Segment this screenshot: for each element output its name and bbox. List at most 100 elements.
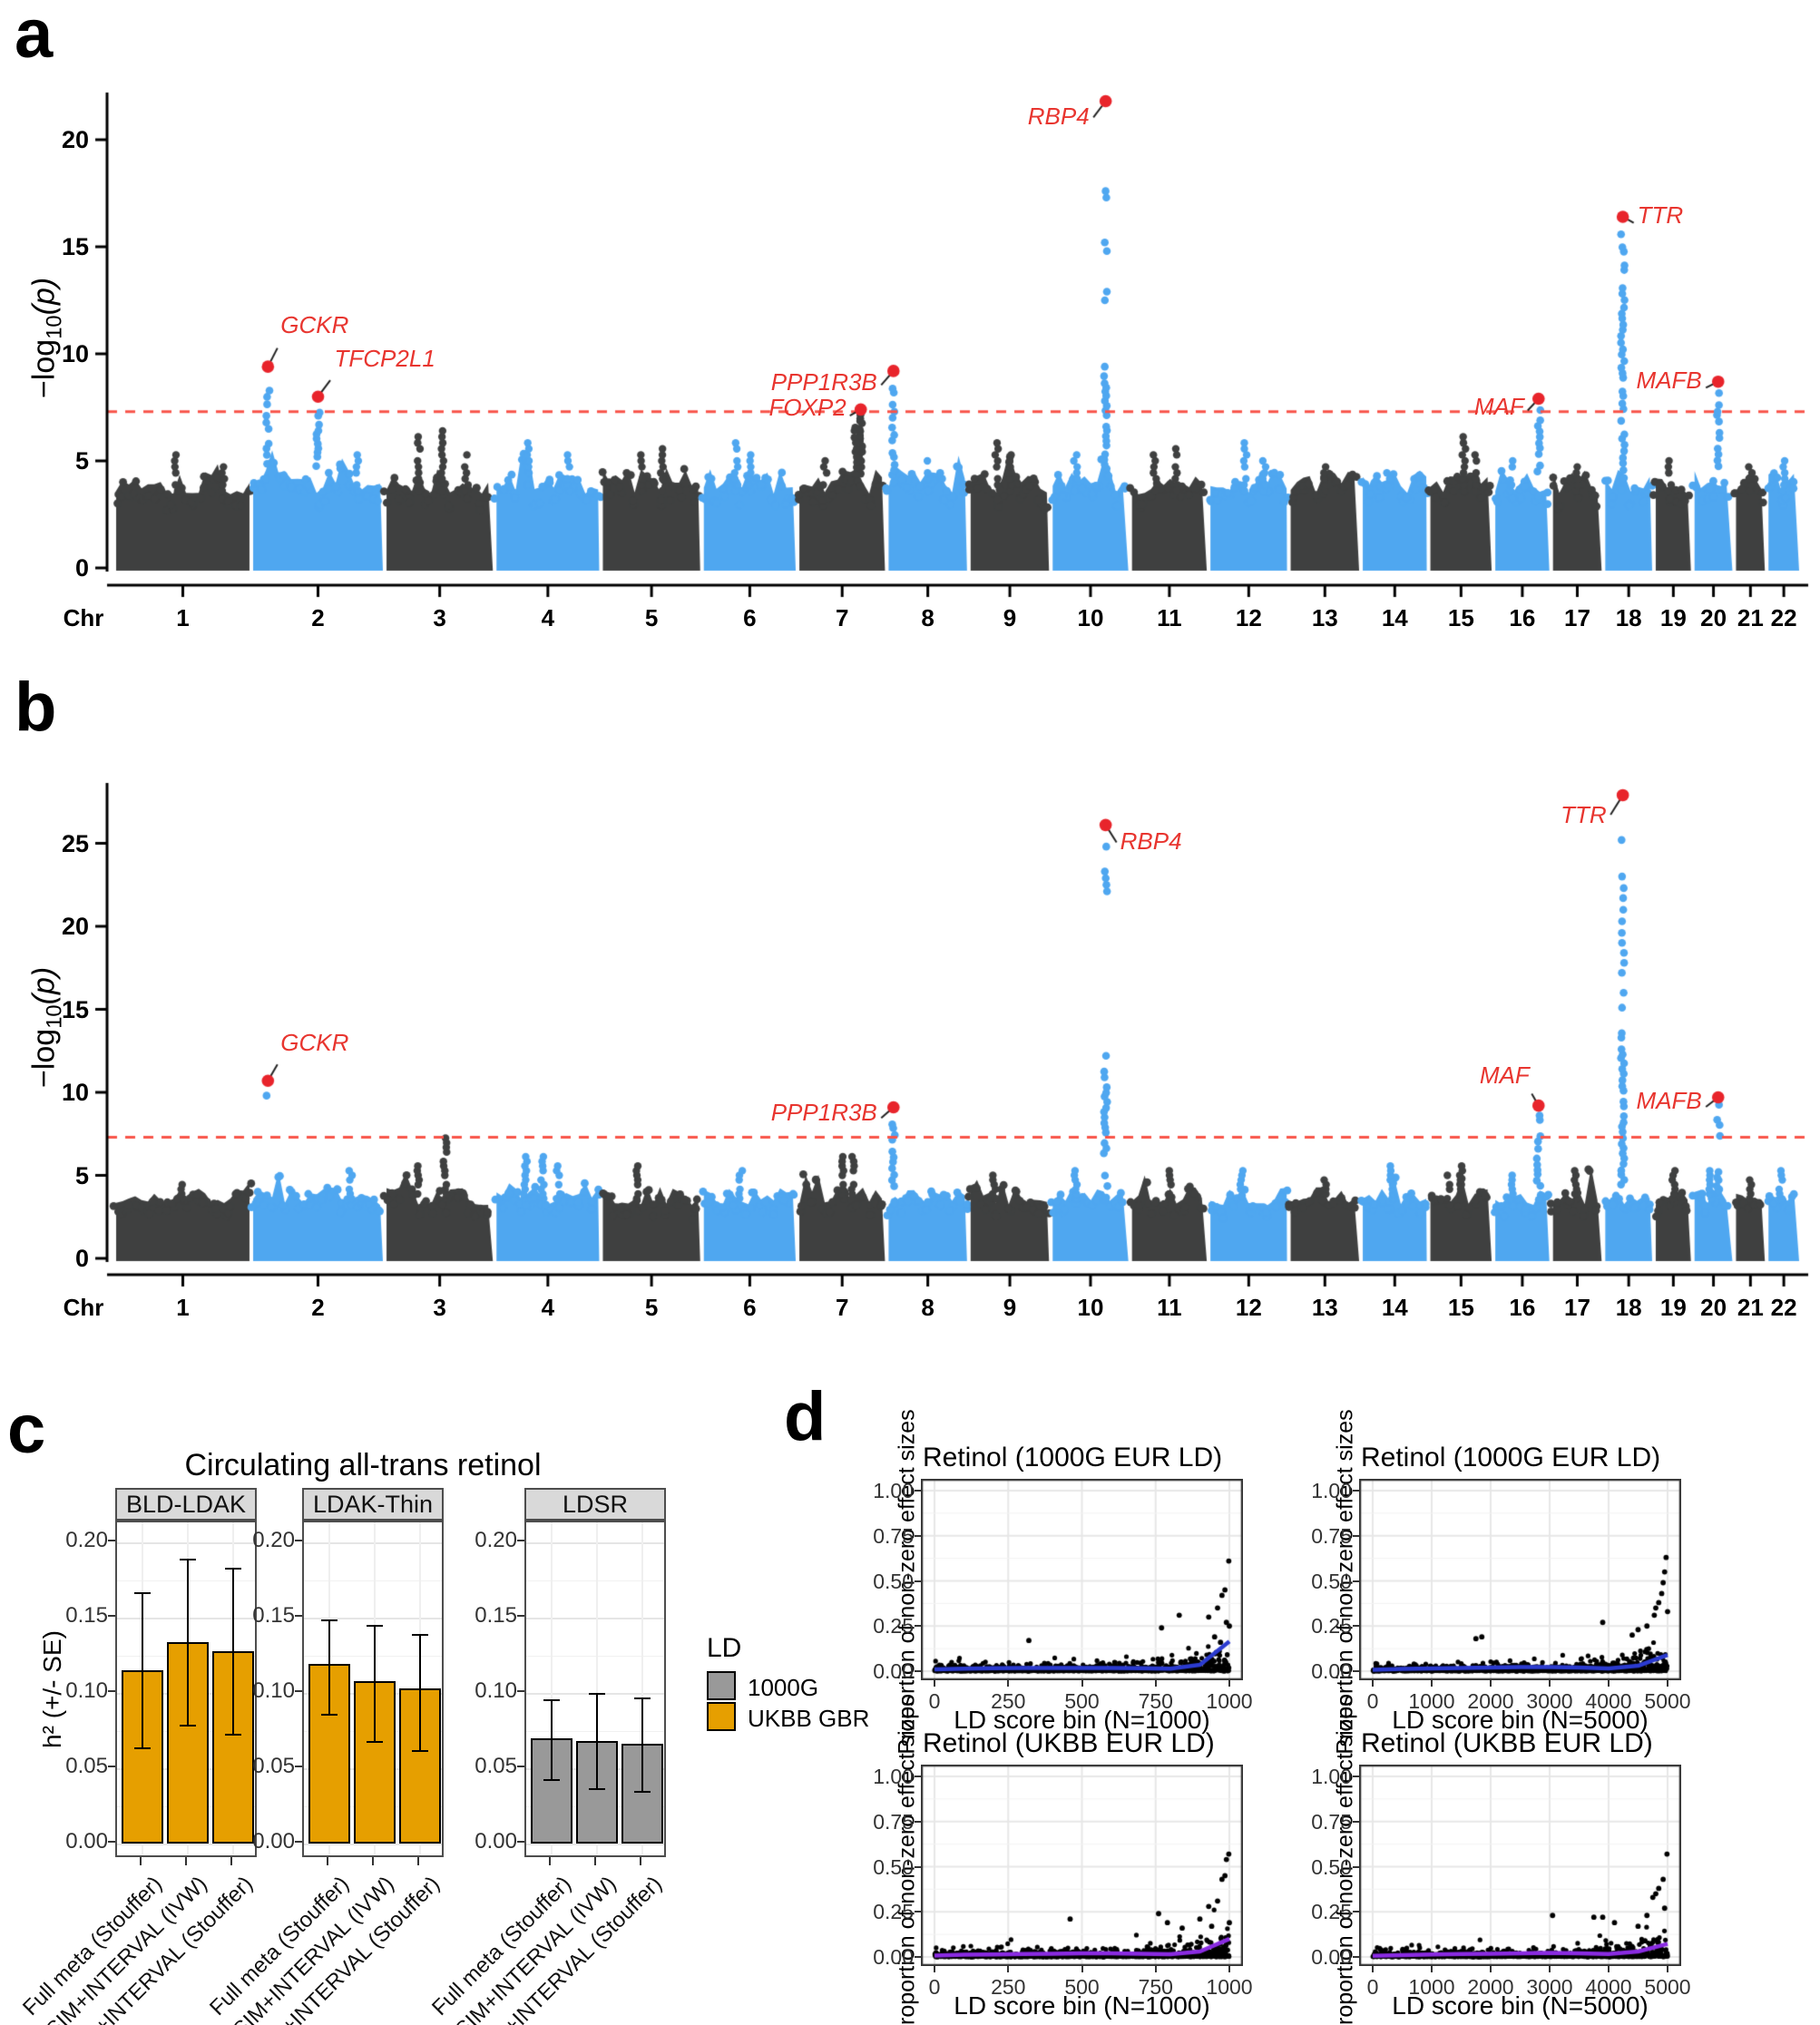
scatter-0-ytick-1: 0.25 (873, 1614, 914, 1639)
errorbar-cap-bottom (589, 1787, 605, 1790)
legend-label-ukbb-gbr: UKBB GBR (748, 1705, 870, 1732)
gridline-minor (526, 1655, 664, 1657)
gene-label-mafb: MAFB (1636, 1087, 1702, 1115)
ytick-mark (295, 1841, 302, 1843)
errorbar-cap-top (134, 1591, 152, 1594)
manhattan-b-chrlabel-15: 15 (1447, 1294, 1474, 1321)
ytick-mark (517, 1615, 524, 1617)
scatter-1-xtick-3000: 3000 (1526, 1689, 1573, 1713)
xtick-mark (594, 1857, 596, 1865)
scatter-0-ytick-0: 0.00 (873, 1659, 914, 1683)
scatter-3-xtick-0: 0 (1366, 1975, 1379, 1999)
xtick-mark (327, 1857, 329, 1865)
scatter-ytick-mark (1353, 1580, 1359, 1582)
scatter-xtick-mark (1431, 1966, 1433, 1972)
errorbar-cap-bottom (411, 1750, 428, 1753)
gene-label-rbp4: RBP4 (1120, 827, 1182, 856)
gene-label-ppp1r3b: PPP1R3B (770, 1099, 877, 1127)
scatter-2-xtick-1000: 1000 (1206, 1975, 1253, 1999)
bar-ldsr-0 (531, 1737, 573, 1844)
scatter-3-xtick-1000: 1000 (1408, 1975, 1455, 1999)
gene-label-ttr: TTR (1637, 201, 1684, 229)
scatter-ytick-mark (1353, 1776, 1359, 1777)
manhattan-b-chrlabel-1: 1 (176, 1294, 190, 1321)
errorbar-line (231, 1568, 234, 1734)
facet-plot-bld-ldak (115, 1521, 257, 1857)
manhattan-a-ytick-20: 20 (61, 126, 89, 153)
ytick-mark (108, 1841, 115, 1843)
ytick-label-bld-ldak-3: 0.15 (65, 1603, 108, 1628)
facet-strip-ldak-thin: LDAK-Thin (302, 1488, 444, 1521)
ytick-label-bld-ldak-4: 0.20 (65, 1528, 108, 1552)
gene-label-tfcp2l1: TFCP2L1 (334, 345, 435, 373)
scatter-3-xtick-5000: 5000 (1644, 1975, 1691, 1999)
scatter-xlabel-3: LD score bin (N=5000) (1392, 1991, 1649, 2020)
scatter-ytick-mark (1353, 1911, 1359, 1913)
bar-bld-ldak-1 (167, 1641, 209, 1844)
facet-plot-ldsr (524, 1521, 666, 1857)
gridline-vert (641, 1522, 643, 1855)
gene-label-ppp1r3b: PPP1R3B (770, 367, 877, 396)
scatter-1-ytick-4: 1.00 (1311, 1479, 1352, 1502)
ytick-mark (517, 1540, 524, 1541)
scatter-xtick-mark (1608, 1680, 1610, 1687)
manhattan-b-ytick-15: 15 (61, 995, 89, 1023)
scatter-ytick-mark (915, 1865, 921, 1868)
scatter-canvas-1 (1359, 1479, 1681, 1680)
facet-strip-ldsr: LDSR (524, 1488, 666, 1521)
manhattan-b-chrlabel-13: 13 (1311, 1294, 1338, 1321)
manhattan-b-chrlabel-19: 19 (1659, 1294, 1687, 1321)
manhattan-b-chrlabel-3: 3 (433, 1294, 446, 1321)
scatter-3-ytick-0: 0.00 (1311, 1945, 1352, 1969)
manhattan-b-chrlabel-10: 10 (1077, 1294, 1104, 1321)
errorbar-cap-top (180, 1559, 196, 1561)
manhattan-a-chrlabel-16: 16 (1509, 604, 1536, 631)
manhattan-a-chrlabel-4: 4 (541, 604, 555, 631)
scatter-1-ytick-1: 0.25 (1311, 1614, 1352, 1639)
scatter-ytick-mark (1353, 1534, 1359, 1537)
scatter-xtick-mark (1228, 1966, 1230, 1972)
scatter-1-xtick-5000: 5000 (1644, 1689, 1691, 1713)
manhattan-b-chr-prefix: Chr (63, 1294, 104, 1321)
scatter-2-ytick-2: 0.50 (873, 1854, 914, 1879)
ytick-label-ldsr-1: 0.05 (475, 1754, 517, 1778)
ytick-mark (295, 1615, 302, 1617)
gridline-major (304, 1618, 442, 1619)
scatter-2-xtick-750: 750 (1138, 1975, 1173, 1999)
manhattan-a-chrlabel-9: 9 (1003, 604, 1017, 631)
manhattan-b-chrlabel-6: 6 (743, 1294, 757, 1321)
heritability-title: Circulating all-trans retinol (184, 1448, 542, 1482)
errorbar-cap-bottom (224, 1733, 241, 1736)
xtick-mark (416, 1857, 419, 1865)
scatter-ytick-mark (1353, 1490, 1359, 1492)
ytick-label-ldsr-2: 0.10 (475, 1678, 517, 1703)
errorbar-cap-top (321, 1619, 338, 1621)
manhattan-a-chrlabel-8: 8 (921, 604, 934, 631)
scatter-xlabel-1: LD score bin (N=5000) (1392, 1706, 1649, 1734)
ytick-label-ldak-thin-1: 0.05 (252, 1754, 295, 1778)
scatter-0-xtick-500: 500 (1064, 1689, 1100, 1713)
manhattan-a-chrlabel-2: 2 (311, 604, 325, 631)
ytick-label-ldak-thin-2: 0.10 (252, 1678, 295, 1703)
manhattan-b-chrlabel-5: 5 (644, 1294, 659, 1321)
manhattan-b-canvas (0, 721, 1820, 1329)
scatter-ytick-mark (915, 1580, 921, 1582)
scatter-xtick-mark (1372, 1680, 1374, 1687)
manhattan-a-chrlabel-17: 17 (1564, 604, 1590, 631)
xtick-mark (230, 1857, 232, 1865)
scatter-2-xtick-250: 250 (991, 1975, 1026, 1999)
manhattan-a-chrlabel-15: 15 (1447, 604, 1474, 631)
facet-strip-bld-ldak: BLD-LDAK (115, 1488, 257, 1521)
manhattan-a-ylabel: −log10(p) (26, 277, 67, 399)
scatter-0-xtick-0: 0 (928, 1689, 941, 1713)
legend-swatch-1000g (707, 1671, 736, 1700)
gene-label-ttr: TTR (1561, 801, 1607, 829)
scatter-xtick-mark (1549, 1966, 1551, 1972)
scatter-3-ytick-1: 0.25 (1311, 1900, 1352, 1924)
ytick-label-ldsr-4: 0.20 (475, 1528, 517, 1552)
manhattan-a-canvas (0, 27, 1820, 653)
scatter-canvas-2 (921, 1765, 1243, 1966)
manhattan-b-chrlabel-12: 12 (1235, 1294, 1262, 1321)
manhattan-b-chrlabel-7: 7 (836, 1294, 849, 1321)
scatter-ytick-mark (915, 1534, 921, 1537)
